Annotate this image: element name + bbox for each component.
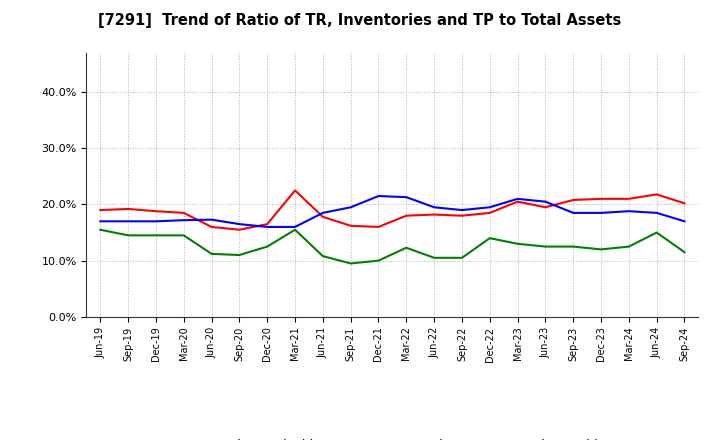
- Inventories: [318, 210, 327, 216]
- Inventories: [402, 194, 410, 200]
- Trade Receivables: [458, 213, 467, 218]
- Inventories: [96, 219, 104, 224]
- Inventories: [458, 207, 467, 213]
- Trade Receivables: [235, 227, 243, 232]
- Trade Receivables: [374, 224, 383, 230]
- Text: [7291]  Trend of Ratio of TR, Inventories and TP to Total Assets: [7291] Trend of Ratio of TR, Inventories…: [99, 13, 621, 28]
- Trade Receivables: [179, 210, 188, 216]
- Trade Payables: [597, 247, 606, 252]
- Trade Payables: [235, 253, 243, 258]
- Trade Receivables: [624, 196, 633, 202]
- Inventories: [291, 224, 300, 230]
- Inventories: [597, 210, 606, 216]
- Inventories: [263, 224, 271, 230]
- Inventories: [680, 219, 689, 224]
- Trade Receivables: [597, 196, 606, 202]
- Trade Payables: [569, 244, 577, 249]
- Trade Receivables: [124, 206, 132, 212]
- Trade Receivables: [485, 210, 494, 216]
- Trade Payables: [124, 233, 132, 238]
- Trade Payables: [485, 235, 494, 241]
- Trade Receivables: [96, 207, 104, 213]
- Trade Receivables: [207, 224, 216, 230]
- Inventories: [430, 205, 438, 210]
- Inventories: [346, 205, 355, 210]
- Line: Trade Receivables: Trade Receivables: [100, 191, 685, 230]
- Inventories: [152, 219, 161, 224]
- Inventories: [569, 210, 577, 216]
- Inventories: [652, 210, 661, 216]
- Trade Receivables: [513, 199, 522, 204]
- Trade Payables: [541, 244, 550, 249]
- Trade Payables: [652, 230, 661, 235]
- Inventories: [374, 194, 383, 199]
- Trade Payables: [318, 253, 327, 259]
- Trade Payables: [458, 255, 467, 260]
- Inventories: [207, 217, 216, 222]
- Trade Payables: [179, 233, 188, 238]
- Trade Receivables: [318, 214, 327, 220]
- Trade Payables: [152, 233, 161, 238]
- Trade Payables: [513, 241, 522, 246]
- Trade Receivables: [569, 197, 577, 202]
- Inventories: [124, 219, 132, 224]
- Trade Payables: [96, 227, 104, 232]
- Trade Receivables: [541, 205, 550, 210]
- Trade Receivables: [263, 221, 271, 227]
- Trade Receivables: [680, 201, 689, 206]
- Line: Trade Payables: Trade Payables: [100, 230, 685, 264]
- Inventories: [235, 221, 243, 227]
- Trade Receivables: [402, 213, 410, 218]
- Legend: Trade Receivables, Inventories, Trade Payables: Trade Receivables, Inventories, Trade Pa…: [168, 434, 617, 440]
- Inventories: [541, 199, 550, 204]
- Line: Inventories: Inventories: [100, 196, 685, 227]
- Inventories: [513, 196, 522, 202]
- Trade Receivables: [652, 192, 661, 197]
- Trade Payables: [207, 251, 216, 257]
- Trade Payables: [263, 244, 271, 249]
- Trade Payables: [680, 249, 689, 255]
- Trade Payables: [291, 227, 300, 232]
- Trade Receivables: [430, 212, 438, 217]
- Trade Receivables: [291, 188, 300, 193]
- Inventories: [179, 217, 188, 223]
- Trade Receivables: [152, 209, 161, 214]
- Trade Payables: [430, 255, 438, 260]
- Trade Payables: [402, 245, 410, 250]
- Trade Payables: [346, 261, 355, 266]
- Inventories: [624, 209, 633, 214]
- Trade Payables: [374, 258, 383, 263]
- Inventories: [485, 205, 494, 210]
- Trade Receivables: [346, 223, 355, 228]
- Trade Payables: [624, 244, 633, 249]
